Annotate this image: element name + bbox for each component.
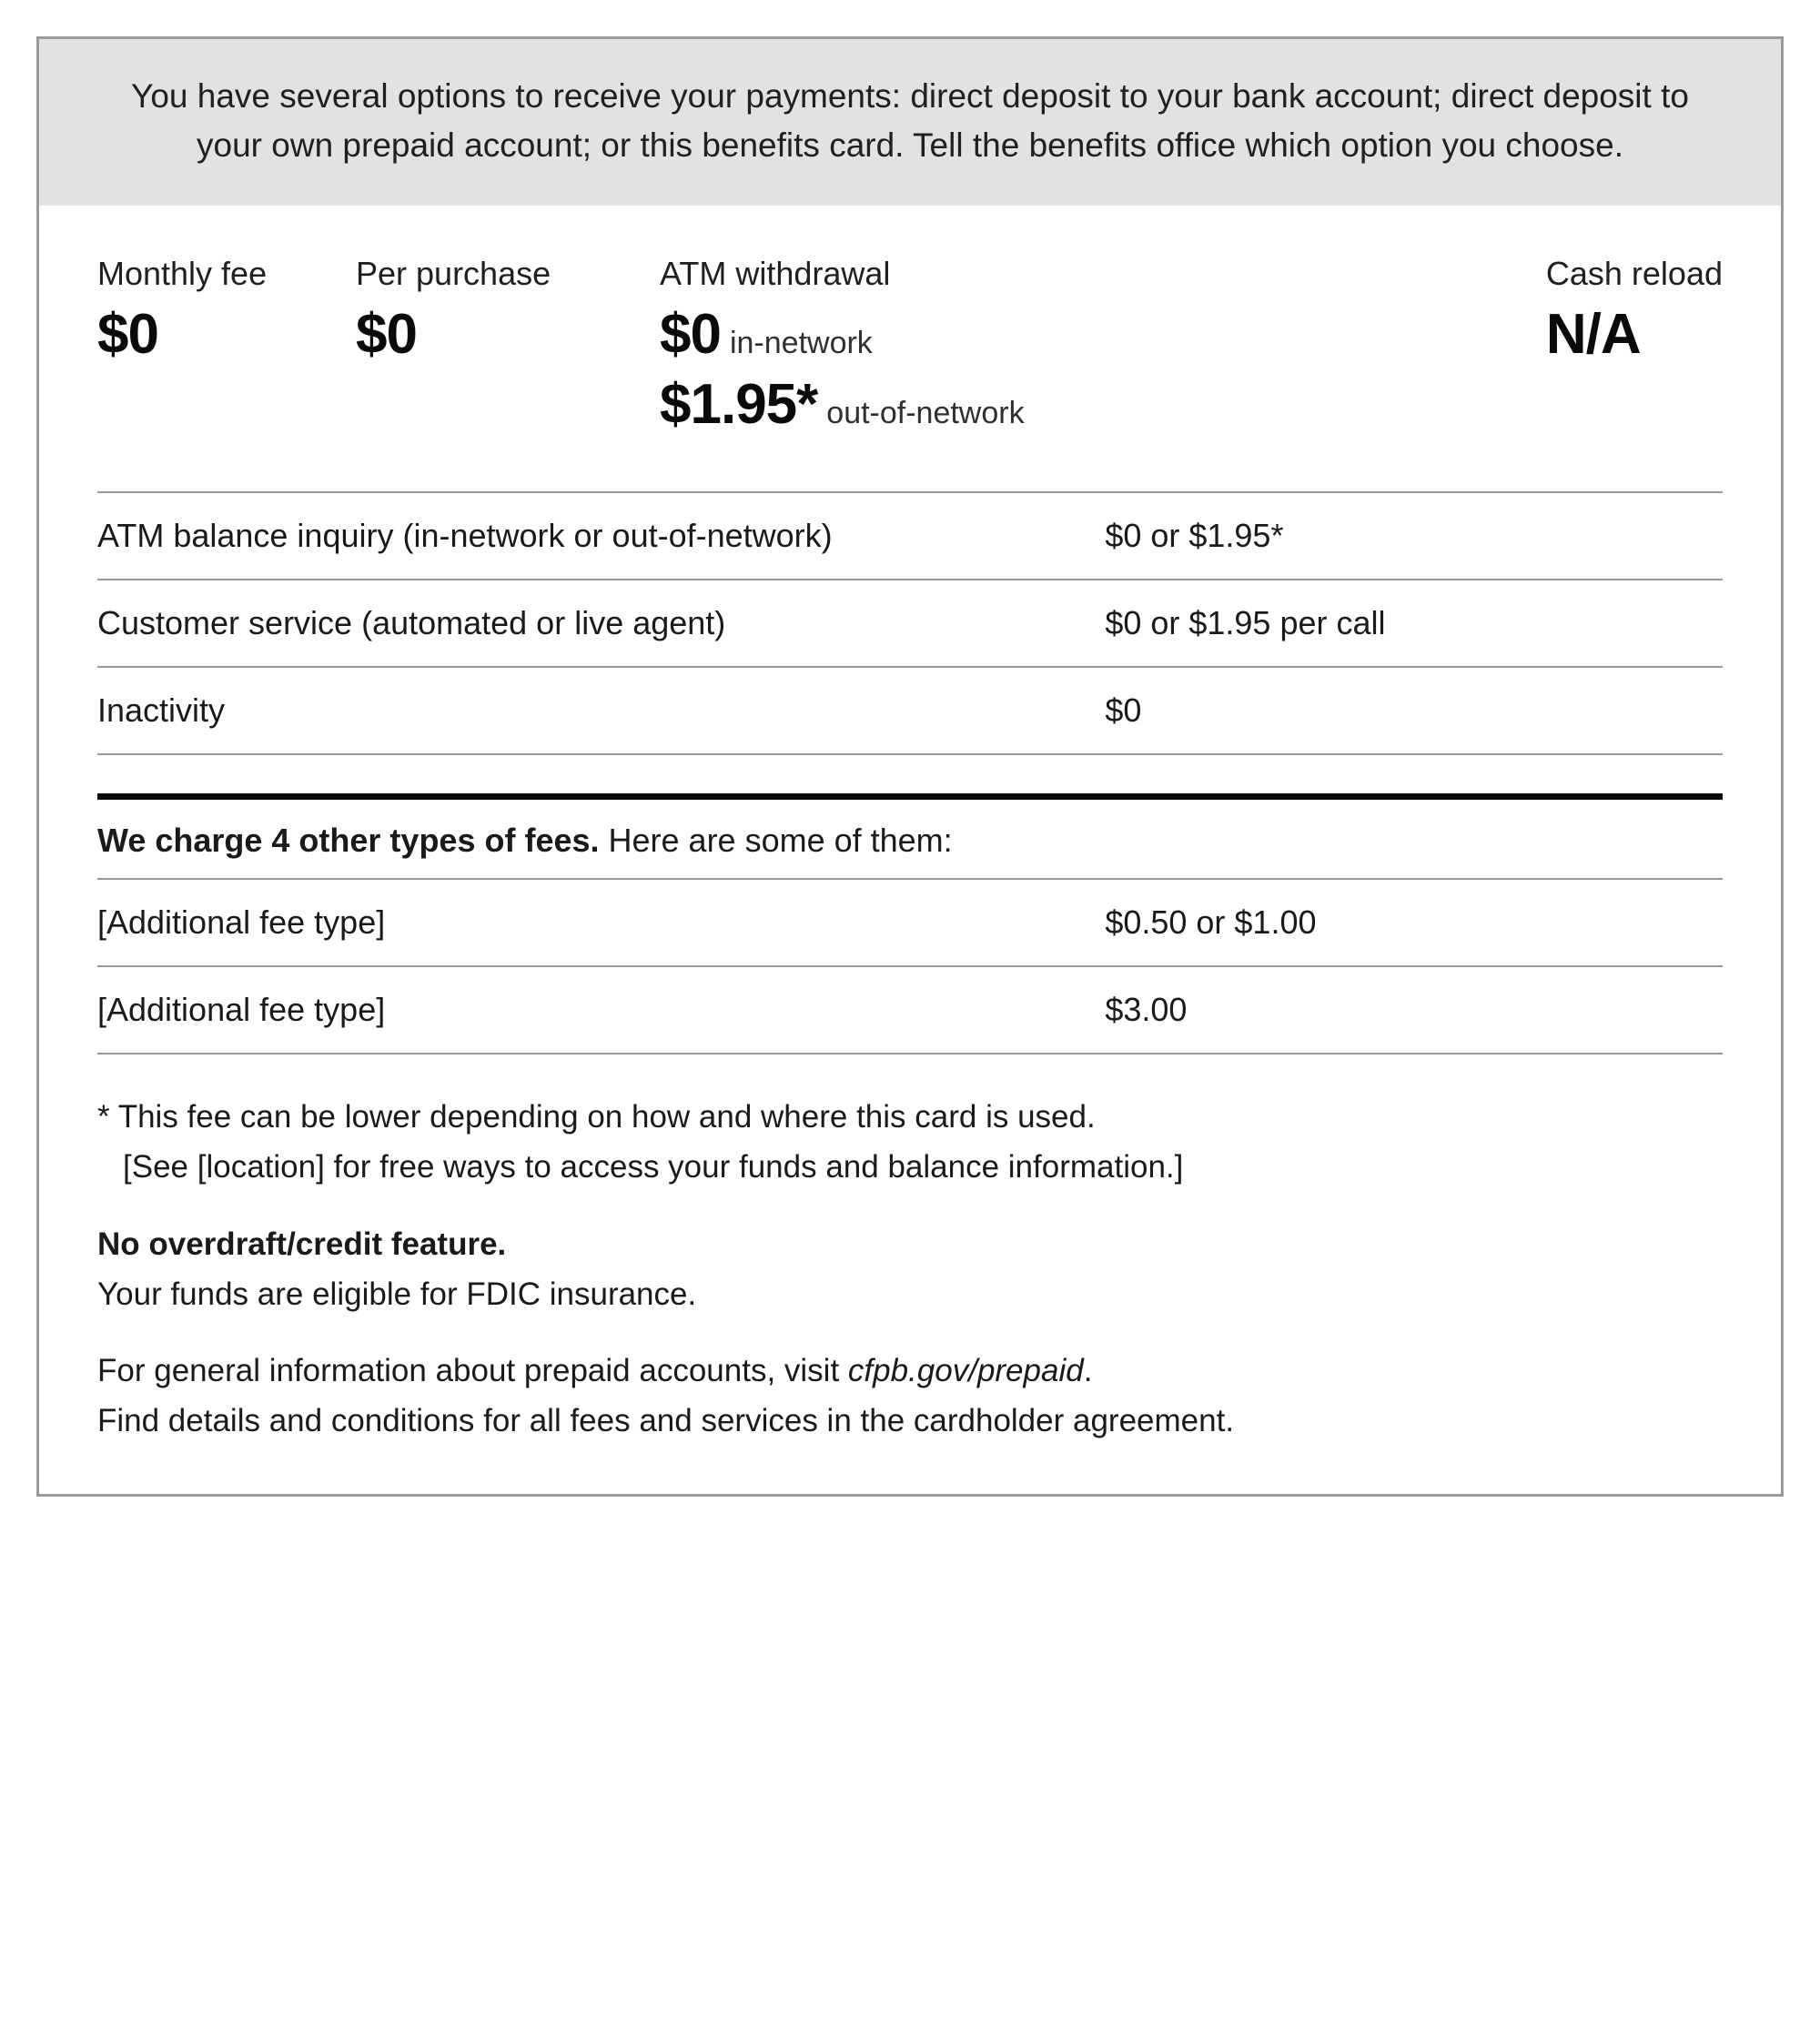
fee-label: Cash reload xyxy=(1546,255,1723,293)
row-label: Inactivity xyxy=(97,691,1105,730)
fee-cash-reload: Cash reload N/A xyxy=(1546,255,1723,442)
other-fee-rows: [Additional fee type] $0.50 or $1.00 [Ad… xyxy=(97,878,1723,1054)
row-value: $0 or $1.95* xyxy=(1105,517,1723,555)
row-label: ATM balance inquiry (in-network or out-o… xyxy=(97,517,1105,555)
fee-label: Monthly fee xyxy=(97,255,334,293)
top-fees-row: Monthly fee $0 Per purchase $0 ATM withd… xyxy=(97,255,1723,442)
row-label: [Additional fee type] xyxy=(97,903,1105,942)
primary-fee-rows: ATM balance inquiry (in-network or out-o… xyxy=(97,491,1723,755)
fee-qualifier: out-of-network xyxy=(826,396,1024,431)
fee-label: ATM withdrawal xyxy=(660,255,1206,293)
table-row: [Additional fee type] $3.00 xyxy=(97,965,1723,1054)
row-value: $0 xyxy=(1105,691,1723,730)
table-row: Inactivity $0 xyxy=(97,666,1723,755)
fee-label: Per purchase xyxy=(356,255,638,293)
fee-value-in-network: $0 xyxy=(660,302,721,367)
heading-bold: We charge 4 other types of fees. xyxy=(97,822,600,859)
row-value: $0.50 or $1.00 xyxy=(1105,903,1723,942)
fee-per-purchase: Per purchase $0 xyxy=(356,255,638,442)
fee-value-out-of-network: $1.95* xyxy=(660,372,817,437)
fee-atm-withdrawal: ATM withdrawal $0 in-network $1.95* out-… xyxy=(660,255,1206,442)
footnotes: * This fee can be lower depending on how… xyxy=(97,1095,1723,1445)
fee-qualifier: in-network xyxy=(730,326,873,361)
note-asterisk: * This fee can be lower depending on how… xyxy=(97,1095,1723,1141)
row-label: [Additional fee type] xyxy=(97,991,1105,1029)
note-general-link: cfpb.gov/prepaid xyxy=(848,1353,1084,1388)
fee-value: $0 xyxy=(356,302,417,367)
table-row: [Additional fee type] $0.50 or $1.00 xyxy=(97,878,1723,965)
heading-rest: Here are some of them: xyxy=(600,822,953,859)
other-fees-heading: We charge 4 other types of fees. Here ar… xyxy=(97,822,1723,860)
banner-text: You have several options to receive your… xyxy=(39,39,1781,206)
note-general-info: For general information about prepaid ac… xyxy=(97,1348,1723,1395)
row-value: $0 or $1.95 per call xyxy=(1105,604,1723,642)
fee-value: $0 xyxy=(97,302,158,367)
card-body: Monthly fee $0 Per purchase $0 ATM withd… xyxy=(39,206,1781,1494)
fee-disclosure-card: You have several options to receive your… xyxy=(36,36,1784,1497)
note-see-location: [See [location] for free ways to access … xyxy=(97,1145,1723,1191)
fee-monthly: Monthly fee $0 xyxy=(97,255,334,442)
note-general-post: . xyxy=(1084,1353,1093,1388)
row-label: Customer service (automated or live agen… xyxy=(97,604,1105,642)
row-value: $3.00 xyxy=(1105,991,1723,1029)
fee-value: N/A xyxy=(1546,302,1641,367)
note-general-pre: For general information about prepaid ac… xyxy=(97,1353,848,1388)
section-divider xyxy=(97,793,1723,800)
note-no-overdraft: No overdraft/credit feature. xyxy=(97,1222,1723,1268)
note-details: Find details and conditions for all fees… xyxy=(97,1398,1723,1445)
table-row: Customer service (automated or live agen… xyxy=(97,579,1723,666)
note-fdic: Your funds are eligible for FDIC insuran… xyxy=(97,1272,1723,1318)
table-row: ATM balance inquiry (in-network or out-o… xyxy=(97,491,1723,579)
